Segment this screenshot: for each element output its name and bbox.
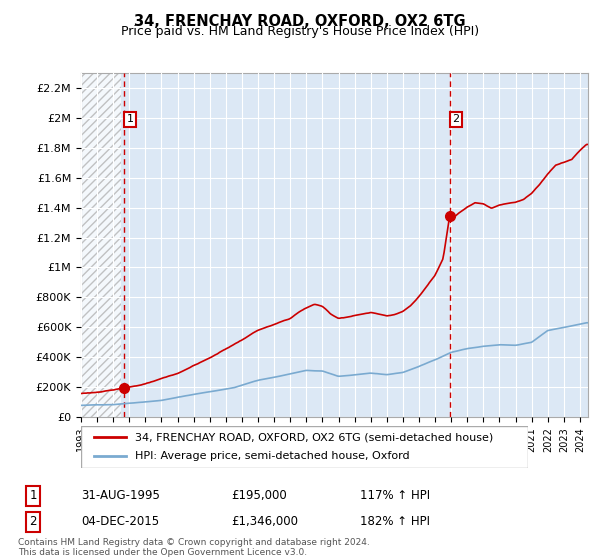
Text: 2: 2 [29,515,37,529]
Text: Price paid vs. HM Land Registry's House Price Index (HPI): Price paid vs. HM Land Registry's House … [121,25,479,38]
Text: £195,000: £195,000 [231,489,287,502]
Text: HPI: Average price, semi-detached house, Oxford: HPI: Average price, semi-detached house,… [134,451,409,461]
Text: 34, FRENCHAY ROAD, OXFORD, OX2 6TG (semi-detached house): 34, FRENCHAY ROAD, OXFORD, OX2 6TG (semi… [134,432,493,442]
Text: 182% ↑ HPI: 182% ↑ HPI [360,515,430,529]
Text: 2: 2 [452,114,460,124]
Text: 04-DEC-2015: 04-DEC-2015 [81,515,159,529]
Text: £1,346,000: £1,346,000 [231,515,298,529]
Text: Contains HM Land Registry data © Crown copyright and database right 2024.
This d: Contains HM Land Registry data © Crown c… [18,538,370,557]
Text: 31-AUG-1995: 31-AUG-1995 [81,489,160,502]
FancyBboxPatch shape [81,426,528,468]
Text: 1: 1 [29,489,37,502]
Bar [81,58,121,417]
Text: 34, FRENCHAY ROAD, OXFORD, OX2 6TG: 34, FRENCHAY ROAD, OXFORD, OX2 6TG [134,14,466,29]
Text: 1: 1 [127,114,133,124]
Text: 117% ↑ HPI: 117% ↑ HPI [360,489,430,502]
